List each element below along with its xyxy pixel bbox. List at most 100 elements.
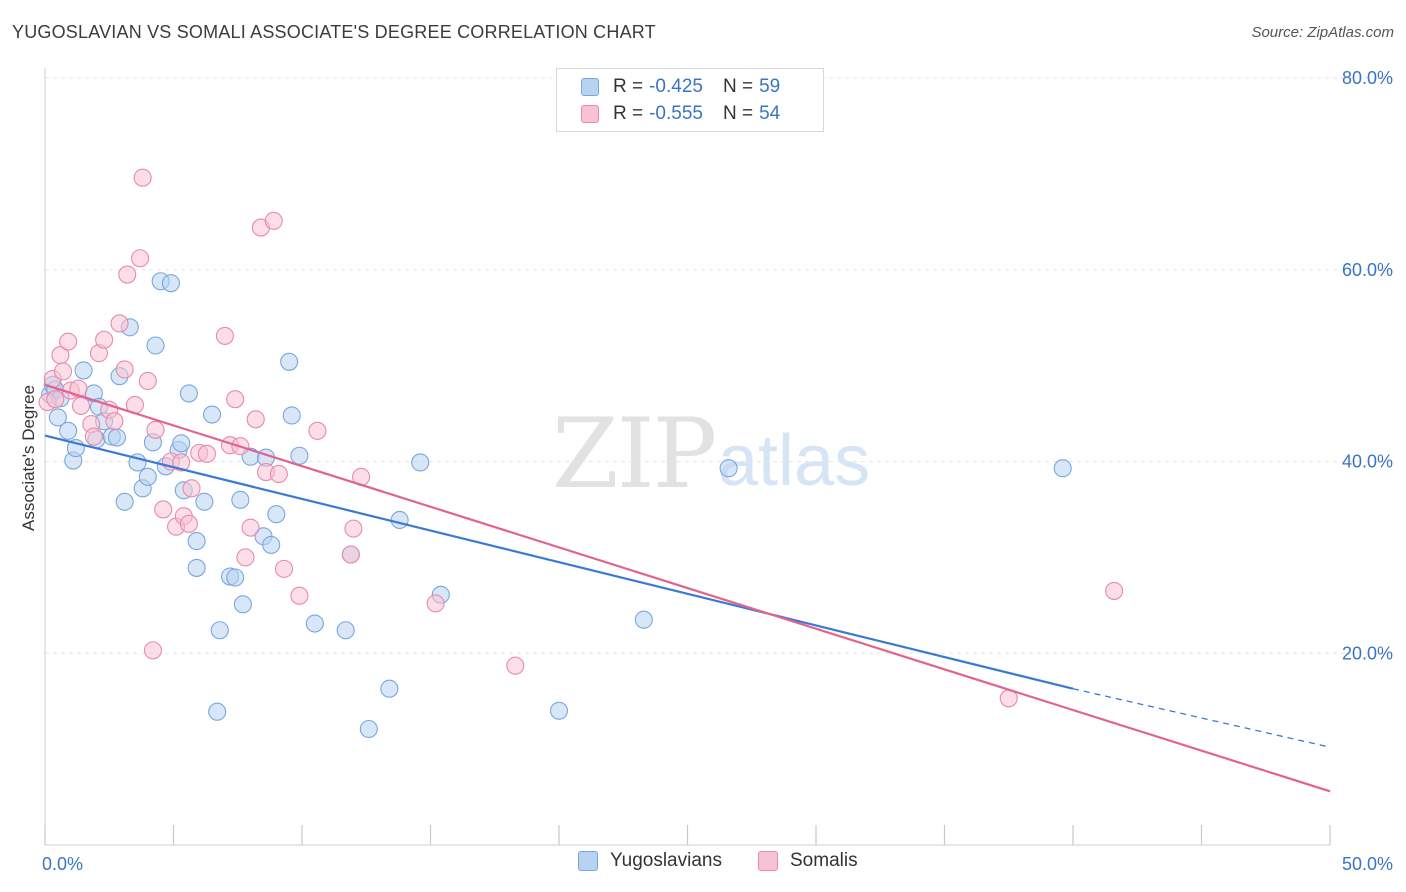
point-somali <box>118 265 137 284</box>
point-somali <box>182 479 201 498</box>
y-axis-label: Associate's Degree <box>19 385 38 531</box>
point-somali <box>172 453 191 472</box>
legend-swatch-pink <box>758 851 778 871</box>
point-somali <box>133 168 152 187</box>
point-somali <box>290 586 309 605</box>
point-somali <box>308 421 327 440</box>
point-somali <box>1105 581 1124 600</box>
series-legend: Yugoslavians Somalis <box>0 850 1406 878</box>
point-yugoslavian <box>380 679 399 698</box>
watermark-zip: ZIP <box>552 398 717 510</box>
point-yugoslavian <box>336 621 355 640</box>
point-somali <box>226 390 245 409</box>
point-somali <box>506 656 525 675</box>
point-somali <box>71 396 91 415</box>
point-yugoslavian <box>267 505 286 524</box>
chart-title: YUGOSLAVIAN VS SOMALI ASSOCIATE'S DEGREE… <box>12 22 656 42</box>
point-somali <box>131 249 150 268</box>
point-yugoslavian <box>187 532 206 551</box>
legend-r-value: -0.425 <box>649 76 703 97</box>
point-somali <box>197 444 216 463</box>
point-yugoslavian <box>172 434 191 453</box>
point-somali <box>215 326 234 345</box>
point-somali <box>143 641 162 660</box>
point-somali <box>269 464 288 484</box>
point-somali <box>154 500 173 519</box>
point-yugoslavian <box>48 408 67 427</box>
point-yugoslavian <box>290 446 309 465</box>
source-label: Source: ZipAtlas.com <box>1251 24 1394 41</box>
legend-r-label: R = <box>613 76 644 97</box>
legend-item-yugoslavians: Yugoslavians <box>578 850 722 872</box>
point-yugoslavian <box>203 405 222 424</box>
legend-swatch-pink <box>581 105 599 123</box>
point-yugoslavian <box>115 492 134 511</box>
point-somali <box>138 371 157 391</box>
point-yugoslavian <box>146 336 165 355</box>
legend-n-value: 54 <box>759 103 781 124</box>
point-somali <box>344 519 363 538</box>
point-yugoslavian <box>74 361 93 380</box>
point-somali <box>246 410 265 429</box>
legend-n-label: N = <box>722 103 754 124</box>
point-yugoslavian <box>226 568 245 587</box>
legend-n-label: N = <box>722 76 754 97</box>
point-somali <box>53 362 73 381</box>
legend-label-yugoslavians: Yugoslavians <box>610 850 722 871</box>
legend-swatch-blue <box>578 851 598 871</box>
legend-r-label: R = <box>613 103 644 124</box>
point-somali <box>110 314 129 333</box>
point-somali <box>264 211 283 230</box>
point-yugoslavian <box>161 274 180 293</box>
legend-r-value: -0.555 <box>649 103 703 124</box>
point-yugoslavian <box>262 535 281 554</box>
x-tick-label: 0.0% <box>42 854 83 874</box>
point-yugoslavian <box>282 406 301 425</box>
y-tick-label: 60.0% <box>1342 260 1393 280</box>
stats-legend: R = -0.425 N = 59 R = -0.555 N = 54 <box>556 68 824 132</box>
point-yugoslavian <box>280 352 299 371</box>
point-yugoslavian <box>231 490 250 509</box>
point-yugoslavian <box>208 702 227 721</box>
point-yugoslavian <box>549 701 569 720</box>
legend-row-yugoslavians: R = -0.425 N = 59 <box>581 75 780 99</box>
y-tick-label: 40.0% <box>1342 452 1393 472</box>
point-somali <box>84 427 103 446</box>
point-somali <box>179 514 198 533</box>
point-somali <box>146 420 165 439</box>
point-yugoslavian <box>390 510 409 530</box>
point-yugoslavian <box>411 453 430 472</box>
x-tick-label: 50.0% <box>1342 854 1393 874</box>
point-yugoslavian <box>138 467 157 486</box>
y-tick-label: 20.0% <box>1342 643 1393 663</box>
point-yugoslavian <box>1053 459 1072 478</box>
legend-label-somalis: Somalis <box>790 850 858 871</box>
point-somali <box>95 330 114 349</box>
point-yugoslavian <box>210 621 229 640</box>
point-yugoslavian <box>305 614 324 633</box>
point-yugoslavian <box>195 492 214 511</box>
legend-item-somalis: Somalis <box>758 850 858 872</box>
point-somali <box>241 518 260 537</box>
point-somali <box>115 360 134 379</box>
point-somali <box>236 548 255 567</box>
trend-line-extension <box>1072 688 1331 748</box>
trend-line <box>44 383 1331 793</box>
point-somali <box>105 412 124 431</box>
point-somali <box>274 559 294 578</box>
point-yugoslavian <box>233 595 252 614</box>
point-yugoslavian <box>187 558 206 577</box>
point-somali <box>46 390 65 409</box>
point-yugoslavian <box>179 384 198 403</box>
point-yugoslavian <box>634 610 653 629</box>
y-tick-label: 80.0% <box>1342 68 1393 88</box>
point-yugoslavian <box>59 421 78 440</box>
trend-line <box>44 434 1074 690</box>
point-yugoslavian <box>719 459 738 478</box>
point-yugoslavian <box>107 428 127 447</box>
legend-n-value: 59 <box>759 76 781 97</box>
point-somali <box>341 545 360 564</box>
legend-row-somalis: R = -0.555 N = 54 <box>581 102 780 126</box>
point-somali <box>59 332 78 351</box>
